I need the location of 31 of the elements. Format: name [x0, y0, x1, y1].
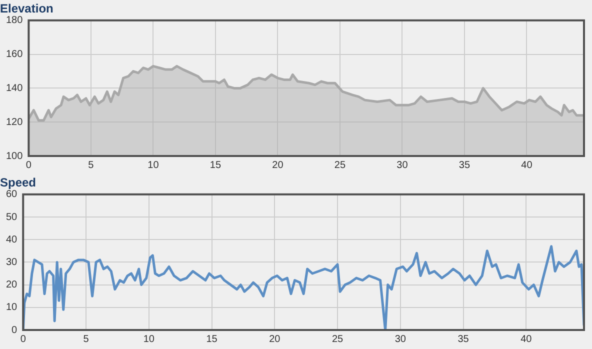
x-tick-label: 20 [272, 160, 284, 171]
x-tick-label: 25 [332, 334, 344, 345]
y-tick-label: 30 [6, 256, 18, 268]
x-tick-label: 5 [83, 334, 90, 345]
x-tick-label: 15 [206, 334, 218, 345]
x-tick-label: 40 [520, 334, 532, 345]
x-tick-label: 10 [148, 160, 160, 171]
y-tick-label: 180 [6, 15, 24, 26]
y-tick-label: 140 [6, 82, 24, 94]
y-tick-label: 10 [6, 302, 18, 314]
y-tick-label: 60 [6, 189, 18, 200]
x-tick-label: 35 [458, 160, 470, 171]
y-tick-label: 20 [6, 280, 18, 291]
y-tick-label: 100 [6, 150, 24, 162]
x-tick-label: 30 [394, 334, 406, 345]
chart-title: Speed [0, 176, 36, 190]
y-tick-label: 50 [6, 212, 18, 223]
x-tick-label: 15 [210, 160, 222, 171]
y-tick-label: 0 [12, 324, 18, 336]
x-tick-label: 35 [458, 334, 470, 345]
x-tick-label: 10 [143, 334, 155, 345]
y-tick-label: 120 [6, 116, 24, 128]
y-tick-label: 160 [6, 49, 24, 60]
x-tick-label: 40 [521, 160, 533, 171]
chart-title: Elevation [0, 2, 54, 16]
x-tick-label: 30 [396, 160, 408, 171]
y-tick-label: 40 [6, 234, 18, 246]
x-tick-label: 5 [88, 160, 94, 171]
x-tick-label: 20 [269, 334, 281, 345]
x-tick-label: 0 [26, 160, 32, 171]
x-tick-label: 25 [334, 160, 346, 171]
